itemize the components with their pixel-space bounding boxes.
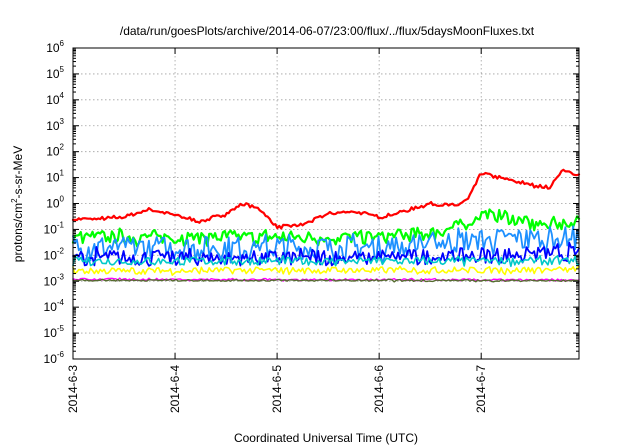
axis-ticks: [72, 47, 579, 360]
y-tick-label: 102: [46, 143, 64, 159]
series-line: [72, 225, 580, 264]
y-tick-label: 10-2: [44, 246, 65, 262]
x-tick-label: 2014-6-3: [66, 365, 80, 413]
x-tick-label: 2014-6-5: [270, 365, 284, 413]
y-tick-label: 106: [46, 39, 64, 55]
series-line: [72, 278, 580, 283]
y-tick-label: 101: [46, 169, 64, 185]
series-line: [71, 168, 581, 230]
series-line: [71, 208, 581, 248]
x-tick-label: 2014-6-4: [168, 365, 182, 413]
series-line: [72, 254, 580, 268]
y-tick-label: 10-4: [44, 298, 65, 314]
grid: [73, 48, 579, 359]
y-tick-label: 105: [46, 65, 64, 81]
y-axis-label: protons/cm2-s-sr-MeV: [10, 146, 25, 262]
y-axis-tick-labels: 10-6 10-5 10-4 10-3 10-2 10-1 100 101 102 103 104 1…: [44, 39, 65, 366]
x-tick-label: 2014-6-7: [474, 365, 488, 413]
y-tick-label: 100: [46, 195, 64, 211]
y-tick-label: 10-6: [44, 350, 65, 366]
y-tick-label: 104: [46, 91, 64, 107]
series-line: [72, 265, 580, 276]
y-tick-label: 10-5: [44, 324, 65, 340]
x-tick-label: 2014-6-6: [372, 365, 386, 413]
chart-title: /data/run/goesPlots/archive/2014-06-07/2…: [120, 24, 535, 38]
plot-area: [71, 168, 581, 283]
series-line: [72, 277, 580, 282]
y-tick-label: 10-1: [44, 220, 65, 236]
x-axis-tick-labels: 2014-6-3 2014-6-4 2014-6-5 2014-6-6 2014-6-7: [66, 365, 488, 413]
y-tick-label: 103: [46, 117, 64, 133]
series-line: [72, 241, 580, 267]
y-tick-label: 10-3: [44, 272, 65, 288]
x-axis-label: Coordinated Universal Time (UTC): [234, 431, 418, 445]
